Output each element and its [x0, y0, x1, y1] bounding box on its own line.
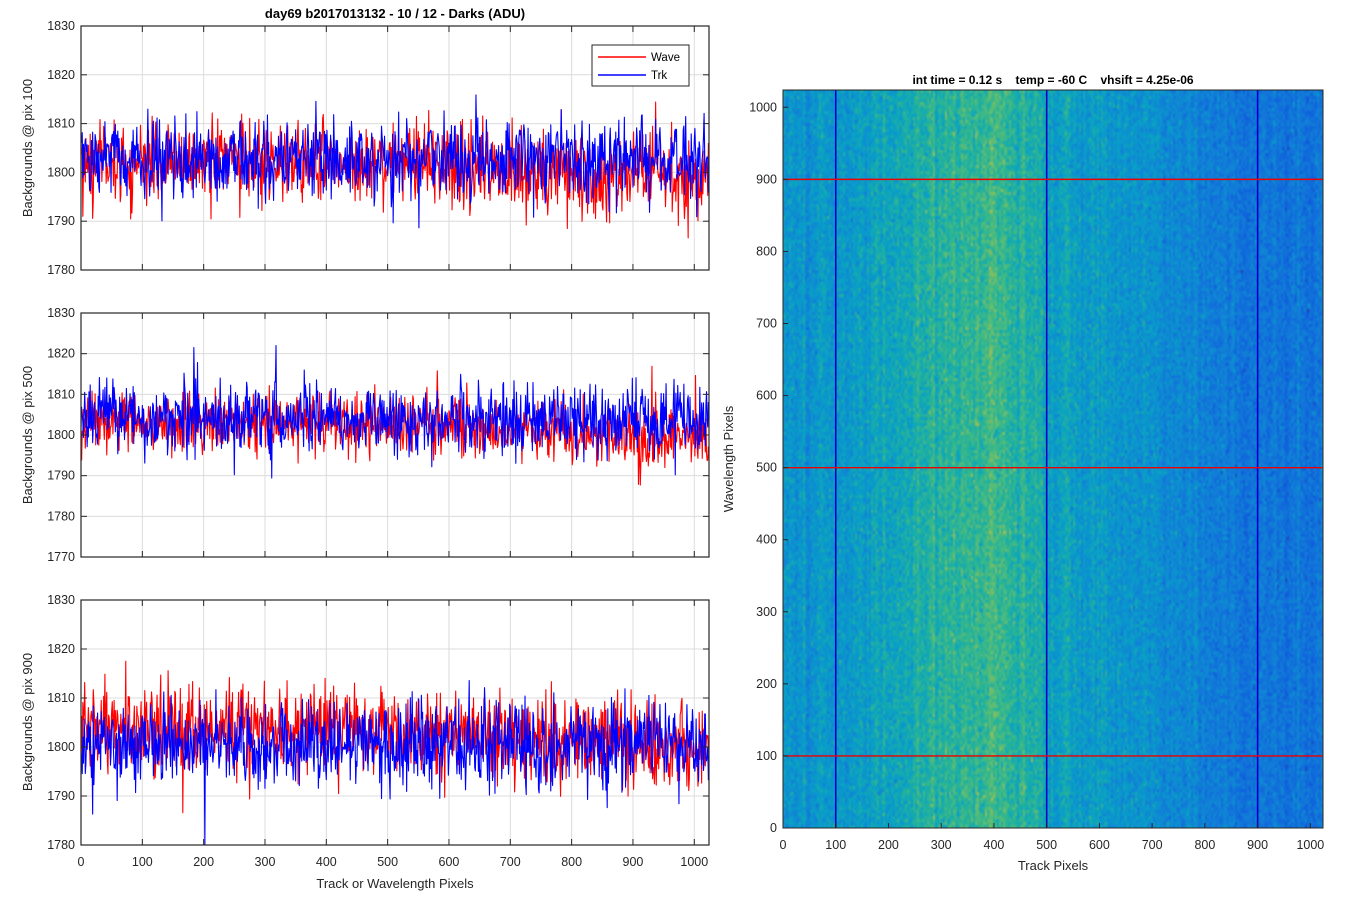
heatmap-y-tick-label: 200 — [756, 677, 777, 691]
legend: Wave Trk — [591, 44, 690, 87]
x-tick-label: 0 — [78, 855, 85, 869]
y-tick-label: 1780 — [47, 509, 75, 523]
y-tick-label: 1800 — [47, 428, 75, 442]
y-tick-label: 1800 — [47, 165, 75, 179]
y-tick-label: 1830 — [47, 19, 75, 33]
heatmap-y-tick-label: 300 — [756, 605, 777, 619]
y-tick-label: 1830 — [47, 306, 75, 320]
y-tick-label: 1810 — [47, 387, 75, 401]
heatmap-y-tick-label: 700 — [756, 317, 777, 331]
heatmap-xlabel: Track Pixels — [1018, 858, 1089, 873]
heatmap-title: int time = 0.12 s temp = -60 C vhsift = … — [912, 73, 1193, 87]
heatmap-y-tick-label: 800 — [756, 244, 777, 258]
series-trk-line — [80, 94, 709, 229]
x-tick-label: 500 — [377, 855, 398, 869]
axes-frame — [80, 25, 710, 271]
heatmap-x-tick-label: 900 — [1247, 838, 1268, 852]
heatmap-x-tick-label: 300 — [931, 838, 952, 852]
x-tick-label: 600 — [439, 855, 460, 869]
series-trk-line — [80, 344, 709, 479]
ylabel-pix-100: Backgrounds @ pix 100 — [20, 79, 35, 217]
legend-box — [591, 44, 690, 87]
heatmap-x-tick-label: 800 — [1194, 838, 1215, 852]
axes-frame — [80, 599, 710, 846]
x-tick-label: 100 — [132, 855, 153, 869]
y-tick-label: 1820 — [47, 68, 75, 82]
x-tick-label: 1000 — [680, 855, 708, 869]
heatmap-x-tick-label: 1000 — [1296, 838, 1324, 852]
legend-trk-label: Trk — [651, 70, 667, 82]
figure-title: day69 b2017013132 - 10 / 12 - Darks (ADU… — [265, 6, 525, 21]
heatmap-y-tick-label: 600 — [756, 389, 777, 403]
heatmap-y-tick-label: 400 — [756, 533, 777, 547]
xlabel-left: Track or Wavelength Pixels — [316, 876, 474, 891]
y-tick-label: 1790 — [47, 469, 75, 483]
heatmap-frame — [782, 89, 1324, 829]
heatmap-x-tick-label: 100 — [825, 838, 846, 852]
y-tick-label: 1780 — [47, 838, 75, 852]
x-tick-label: 300 — [255, 855, 276, 869]
y-tick-label: 1790 — [47, 789, 75, 803]
heatmap-x-tick-label: 700 — [1142, 838, 1163, 852]
x-tick-label: 200 — [193, 855, 214, 869]
x-tick-label: 800 — [561, 855, 582, 869]
y-tick-label: 1780 — [47, 263, 75, 277]
y-tick-label: 1790 — [47, 214, 75, 228]
heatmap-y-tick-label: 1000 — [749, 100, 777, 114]
heatmap-image — [783, 90, 1323, 828]
heatmap-x-tick-label: 600 — [1089, 838, 1110, 852]
heatmap-axes: 0 100 200 300 400 500 600 700 800 900 1000 0 100 200 3… — [749, 89, 1324, 852]
heatmap-x-tick-label: 500 — [1036, 838, 1057, 852]
subplot-pix-500: 1770 1780 1790 1800 1810 1820 1830 — [47, 306, 710, 564]
ylabel-pix-500: Backgrounds @ pix 500 — [20, 366, 35, 504]
heatmap-ylabel: Wavelength Pixels — [721, 405, 736, 512]
heatmap-x-tick-label: 0 — [780, 838, 787, 852]
x-tick-label: 700 — [500, 855, 521, 869]
heatmap-x-tick-label: 200 — [878, 838, 899, 852]
y-tick-label: 1810 — [47, 691, 75, 705]
heatmap-y-tick-label: 500 — [756, 461, 777, 475]
series-trk-line — [80, 680, 709, 846]
y-tick-label: 1810 — [47, 117, 75, 131]
ylabel-pix-900: Backgrounds @ pix 900 — [20, 653, 35, 791]
y-tick-label: 1830 — [47, 593, 75, 607]
subplot-pix-900: 1780 1790 1800 1810 1820 1830 0 100 200 300 400 500… — [47, 593, 710, 869]
heatmap-y-tick-label: 100 — [756, 749, 777, 763]
x-tick-label: 400 — [316, 855, 337, 869]
y-tick-label: 1820 — [47, 642, 75, 656]
heatmap-y-tick-label: 900 — [756, 172, 777, 186]
legend-wave-label: Wave — [651, 52, 680, 64]
y-tick-label: 1800 — [47, 740, 75, 754]
heatmap-x-tick-label: 400 — [984, 838, 1005, 852]
y-tick-label: 1820 — [47, 347, 75, 361]
y-tick-label: 1770 — [47, 550, 75, 564]
heatmap-y-tick-label: 0 — [770, 821, 777, 835]
x-tick-label: 900 — [623, 855, 644, 869]
